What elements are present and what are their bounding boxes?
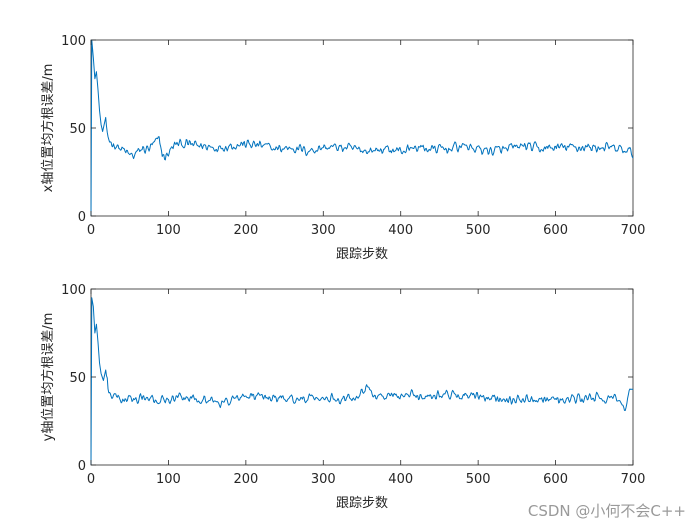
x-tick-label: 200 (233, 472, 258, 487)
x-axis-label: 跟踪步数 (336, 247, 388, 262)
x-tick-label: 600 (543, 223, 568, 238)
y-axis-label: x轴位置均方根误差/m (40, 64, 56, 193)
x-tick-label: 700 (621, 472, 646, 487)
subplot-x-error: 0 100 200 300 400 500 600 700 0 50 100 跟踪步数 x轴位置均方根误… (40, 34, 645, 262)
x-tick-label: 0 (87, 472, 95, 487)
y-axis-label: y轴位置均方根误差/m (40, 313, 56, 442)
y-tick-label: 50 (69, 371, 86, 386)
series-line (90, 39, 634, 217)
x-tick-label: 300 (311, 472, 336, 487)
x-tick-label: 200 (233, 223, 258, 238)
y-tick-label: 0 (78, 210, 86, 225)
subplot-y-error: 0 100 200 300 400 500 600 700 0 50 100 跟踪步数 y轴位置均方根误… (40, 283, 645, 511)
x-axis-label: 跟踪步数 (336, 496, 388, 511)
x-tick-label: 500 (466, 223, 491, 238)
x-tick-label: 0 (87, 223, 95, 238)
x-tick-label: 100 (156, 223, 181, 238)
watermark: CSDN @小何不会C++ (527, 502, 686, 520)
x-tick-label: 400 (388, 472, 413, 487)
x-tick-label: 400 (388, 223, 413, 238)
x-tick-label: 100 (156, 472, 181, 487)
axes-box (90, 39, 634, 217)
x-tick-label: 700 (621, 223, 646, 238)
x-tick-label: 500 (466, 472, 491, 487)
series-line (90, 297, 634, 466)
y-tick-label: 100 (61, 283, 86, 298)
y-tick-label: 100 (61, 34, 86, 49)
x-tick-label: 600 (543, 472, 568, 487)
axes-box (90, 288, 634, 466)
y-tick-label: 50 (69, 122, 86, 137)
x-tick-label: 300 (311, 223, 336, 238)
y-tick-label: 0 (78, 459, 86, 474)
